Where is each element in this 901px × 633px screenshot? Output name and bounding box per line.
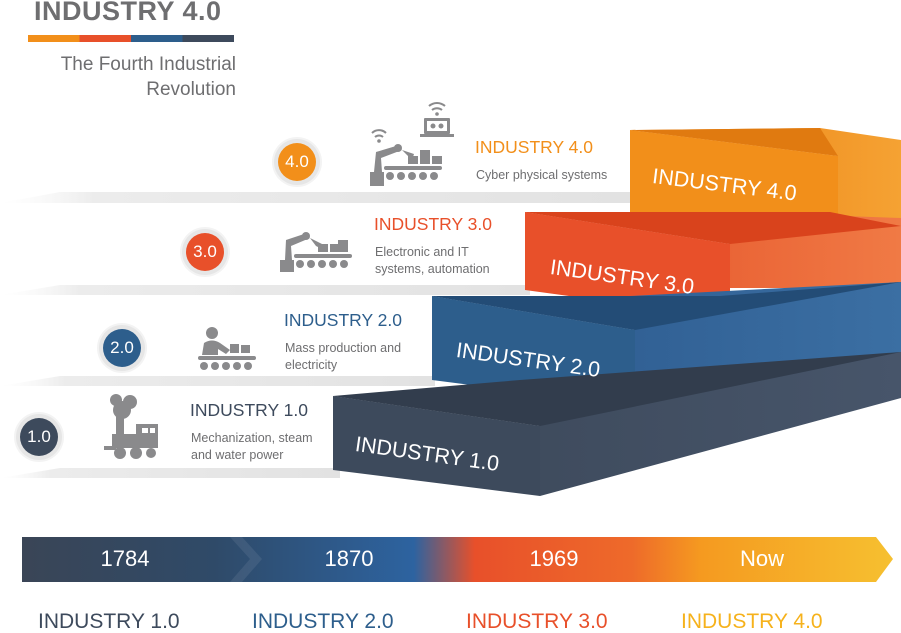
level-2-desc-line-1: Mass production and: [285, 341, 402, 355]
level-1-desc-line-2: and water power: [191, 448, 284, 462]
connected-robot-icon: [370, 102, 454, 186]
shelf-level-3: [0, 285, 530, 295]
timeline-year-1784: 1784: [100, 546, 150, 571]
step-industry-1: [333, 352, 901, 496]
level-4-title: INDUSTRY 4.0: [475, 137, 594, 157]
level-1-desc-line-1: Mechanization, steam: [191, 431, 313, 445]
level-2-desc-line-2: electricity: [285, 358, 338, 372]
step-industry-3: [525, 212, 901, 318]
timeline-label-industry-2: INDUSTRY 2.0: [252, 610, 394, 633]
level-4-desc-line-1: Cyber physical systems: [476, 168, 608, 182]
shelf-level-2: [0, 376, 435, 386]
timeline-arrow: [22, 537, 893, 582]
level-3-desc-line-1: Electronic and IT: [375, 245, 469, 259]
shelf-level-1: [0, 468, 340, 478]
badge-3-0: 3.0: [186, 233, 224, 271]
robot-arm-conveyor-icon: [280, 232, 352, 272]
badge-1-0: 1.0: [20, 418, 58, 456]
step-industry-4: [630, 128, 901, 226]
level-3-desc-line-2: systems, automation: [375, 262, 490, 276]
timeline-year-1969: 1969: [529, 546, 579, 571]
timeline-label-industry-1: INDUSTRY 1.0: [38, 610, 180, 633]
assembly-line-worker-icon: [198, 327, 256, 370]
subtitle-line-2: Revolution: [146, 79, 236, 100]
badge-4-0: 4.0: [278, 143, 316, 181]
level-3-title: INDUSTRY 3.0: [374, 214, 493, 234]
level-1-title: INDUSTRY 1.0: [190, 400, 309, 420]
badge-2-0: 2.0: [103, 329, 141, 367]
title-color-bar: [28, 35, 234, 42]
subtitle-line-1: The Fourth Industrial: [60, 54, 236, 75]
page-title: INDUSTRY 4.0: [34, 0, 222, 26]
timeline-year-1870: 1870: [324, 546, 374, 571]
level-2-title: INDUSTRY 2.0: [284, 310, 403, 330]
timeline-label-industry-3: INDUSTRY 3.0: [466, 610, 608, 633]
steam-engine-icon: [104, 394, 158, 459]
shelf-level-4: [0, 192, 630, 203]
timeline-label-industry-4: INDUSTRY 4.0: [681, 610, 823, 633]
timeline-year-now: Now: [739, 546, 784, 571]
